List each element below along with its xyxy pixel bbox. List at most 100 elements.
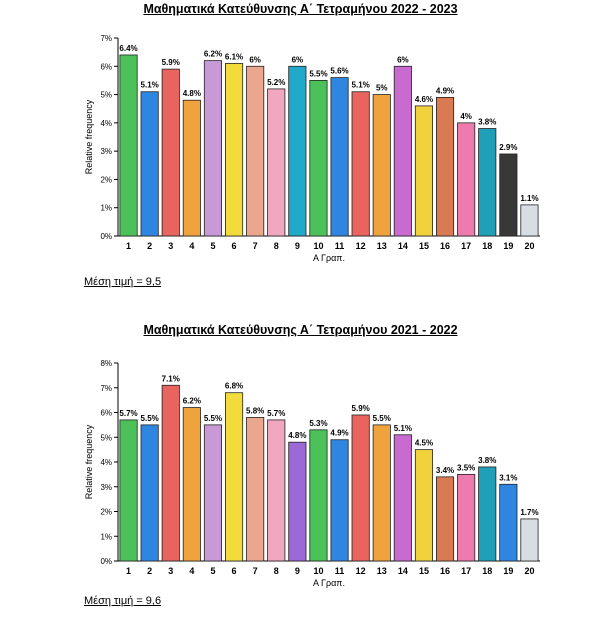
y-tick-label: 2% — [100, 508, 112, 517]
bar-18 — [478, 466, 497, 562]
mean-value-note: Μέση τιμή = 9,6 — [84, 595, 162, 607]
data-label: 5.7% — [119, 409, 137, 418]
x-tick-label: 18 — [482, 241, 492, 251]
data-label: 4.6% — [415, 95, 433, 104]
data-label: 5% — [376, 84, 388, 93]
x-tick-label: 13 — [377, 241, 387, 251]
data-label: 5.1% — [141, 81, 159, 90]
bar-4 — [182, 407, 201, 562]
data-label: 6% — [249, 55, 261, 64]
data-label: 5.5% — [141, 414, 159, 423]
bar-3 — [161, 68, 180, 237]
x-tick-label: 5 — [210, 241, 215, 251]
y-tick-label: 5% — [100, 91, 112, 100]
chart-section-2021-2022: Μαθηματικά Κατεύθυνσης Α΄ Τετραμήνου 202… — [0, 310, 601, 613]
data-label: 3.8% — [478, 456, 496, 465]
chart-title: Μαθηματικά Κατεύθυνσης Α΄ Τετραμήνου 202… — [143, 323, 458, 337]
data-label: 5.5% — [204, 414, 222, 423]
x-tick-label: 15 — [419, 241, 429, 251]
bar-5 — [203, 424, 223, 562]
x-tick-label: 3 — [168, 241, 173, 251]
x-tick-label: 11 — [335, 241, 345, 251]
bar-chart-2022-2023: 0% 1% 2% 3% 4% 5% 6% 7% 6.4% 1 5.1% 2 5.9% 3 4.8% 4 6.2%… — [84, 34, 540, 263]
data-label: 6.2% — [204, 50, 222, 59]
bar-6 — [224, 392, 244, 562]
bar-6 — [224, 63, 244, 237]
bar-2 — [140, 424, 159, 562]
x-tick-label: 9 — [295, 241, 300, 251]
bar-12 — [351, 414, 370, 562]
data-label: 4.5% — [415, 439, 433, 448]
x-tick-label: 19 — [503, 566, 513, 576]
data-label: 1.7% — [520, 508, 538, 517]
y-tick-label: 0% — [100, 557, 112, 566]
data-label: 6% — [292, 55, 304, 64]
bar-16 — [435, 476, 455, 562]
data-label: 7.1% — [162, 374, 180, 383]
bar-19 — [499, 153, 518, 237]
bar-4 — [182, 99, 201, 237]
bar-14 — [393, 65, 412, 237]
x-tick-label: 14 — [398, 566, 408, 576]
x-tick-label: 17 — [461, 566, 471, 576]
bar-20 — [520, 518, 539, 562]
data-label: 4.8% — [288, 431, 306, 440]
x-tick-label: 2 — [147, 566, 152, 576]
x-axis-title: Α Γραπ. — [313, 578, 345, 588]
bar-13 — [372, 424, 391, 562]
x-tick-label: 1 — [126, 241, 131, 251]
bar-10 — [309, 429, 328, 562]
y-tick-label: 8% — [100, 359, 112, 368]
data-label: 6% — [397, 55, 409, 64]
bar-11 — [330, 77, 349, 237]
x-tick-label: 3 — [168, 566, 173, 576]
x-tick-label: 17 — [461, 241, 471, 251]
bar-8 — [267, 88, 286, 237]
bar-8 — [267, 419, 286, 562]
data-label: 5.5% — [309, 69, 327, 78]
data-label: 5.6% — [330, 67, 348, 76]
bar-18 — [478, 128, 497, 237]
data-label: 5.9% — [162, 58, 180, 67]
y-tick-label: 3% — [100, 483, 112, 492]
mean-value-note: Μέση τιμή = 9,5 — [84, 276, 162, 288]
data-label: 5.9% — [352, 404, 370, 413]
y-tick-label: 7% — [100, 384, 112, 393]
x-tick-label: 14 — [398, 241, 408, 251]
y-axis-title: Relative frequency — [84, 424, 94, 499]
x-tick-label: 12 — [356, 566, 366, 576]
bar-17 — [457, 122, 476, 237]
x-tick-label: 19 — [503, 241, 513, 251]
x-tick-label: 7 — [253, 241, 258, 251]
y-tick-label: 5% — [100, 433, 112, 442]
data-label: 4.9% — [436, 86, 454, 95]
data-label: 5.7% — [267, 409, 285, 418]
data-label: 6.4% — [119, 44, 137, 53]
chart-title: Μαθηματικά Κατεύθυνσης Α΄ Τετραμήνου 202… — [143, 2, 458, 16]
x-tick-label: 2 — [147, 241, 152, 251]
x-tick-label: 15 — [419, 566, 429, 576]
bar-20 — [520, 204, 539, 237]
y-tick-label: 6% — [100, 409, 112, 418]
data-label: 3.4% — [436, 466, 454, 475]
y-tick-label: 4% — [100, 458, 112, 467]
bar-12 — [351, 91, 370, 237]
bar-7 — [246, 65, 265, 237]
bar-9 — [288, 65, 307, 237]
bar-7 — [246, 417, 265, 562]
data-label: 3.8% — [478, 118, 496, 127]
data-label: 4.8% — [183, 89, 201, 98]
data-label: 3.1% — [499, 473, 517, 482]
bar-10 — [309, 80, 328, 237]
x-tick-label: 4 — [189, 241, 194, 251]
y-tick-label: 4% — [100, 119, 112, 128]
data-label: 5.5% — [373, 414, 391, 423]
y-tick-label: 7% — [100, 34, 112, 43]
x-tick-label: 12 — [356, 241, 366, 251]
x-tick-label: 6 — [232, 566, 237, 576]
y-tick-label: 2% — [100, 175, 112, 184]
bar-17 — [457, 473, 476, 562]
bar-14 — [393, 434, 412, 562]
bar-11 — [330, 439, 349, 562]
x-tick-label: 16 — [440, 566, 450, 576]
